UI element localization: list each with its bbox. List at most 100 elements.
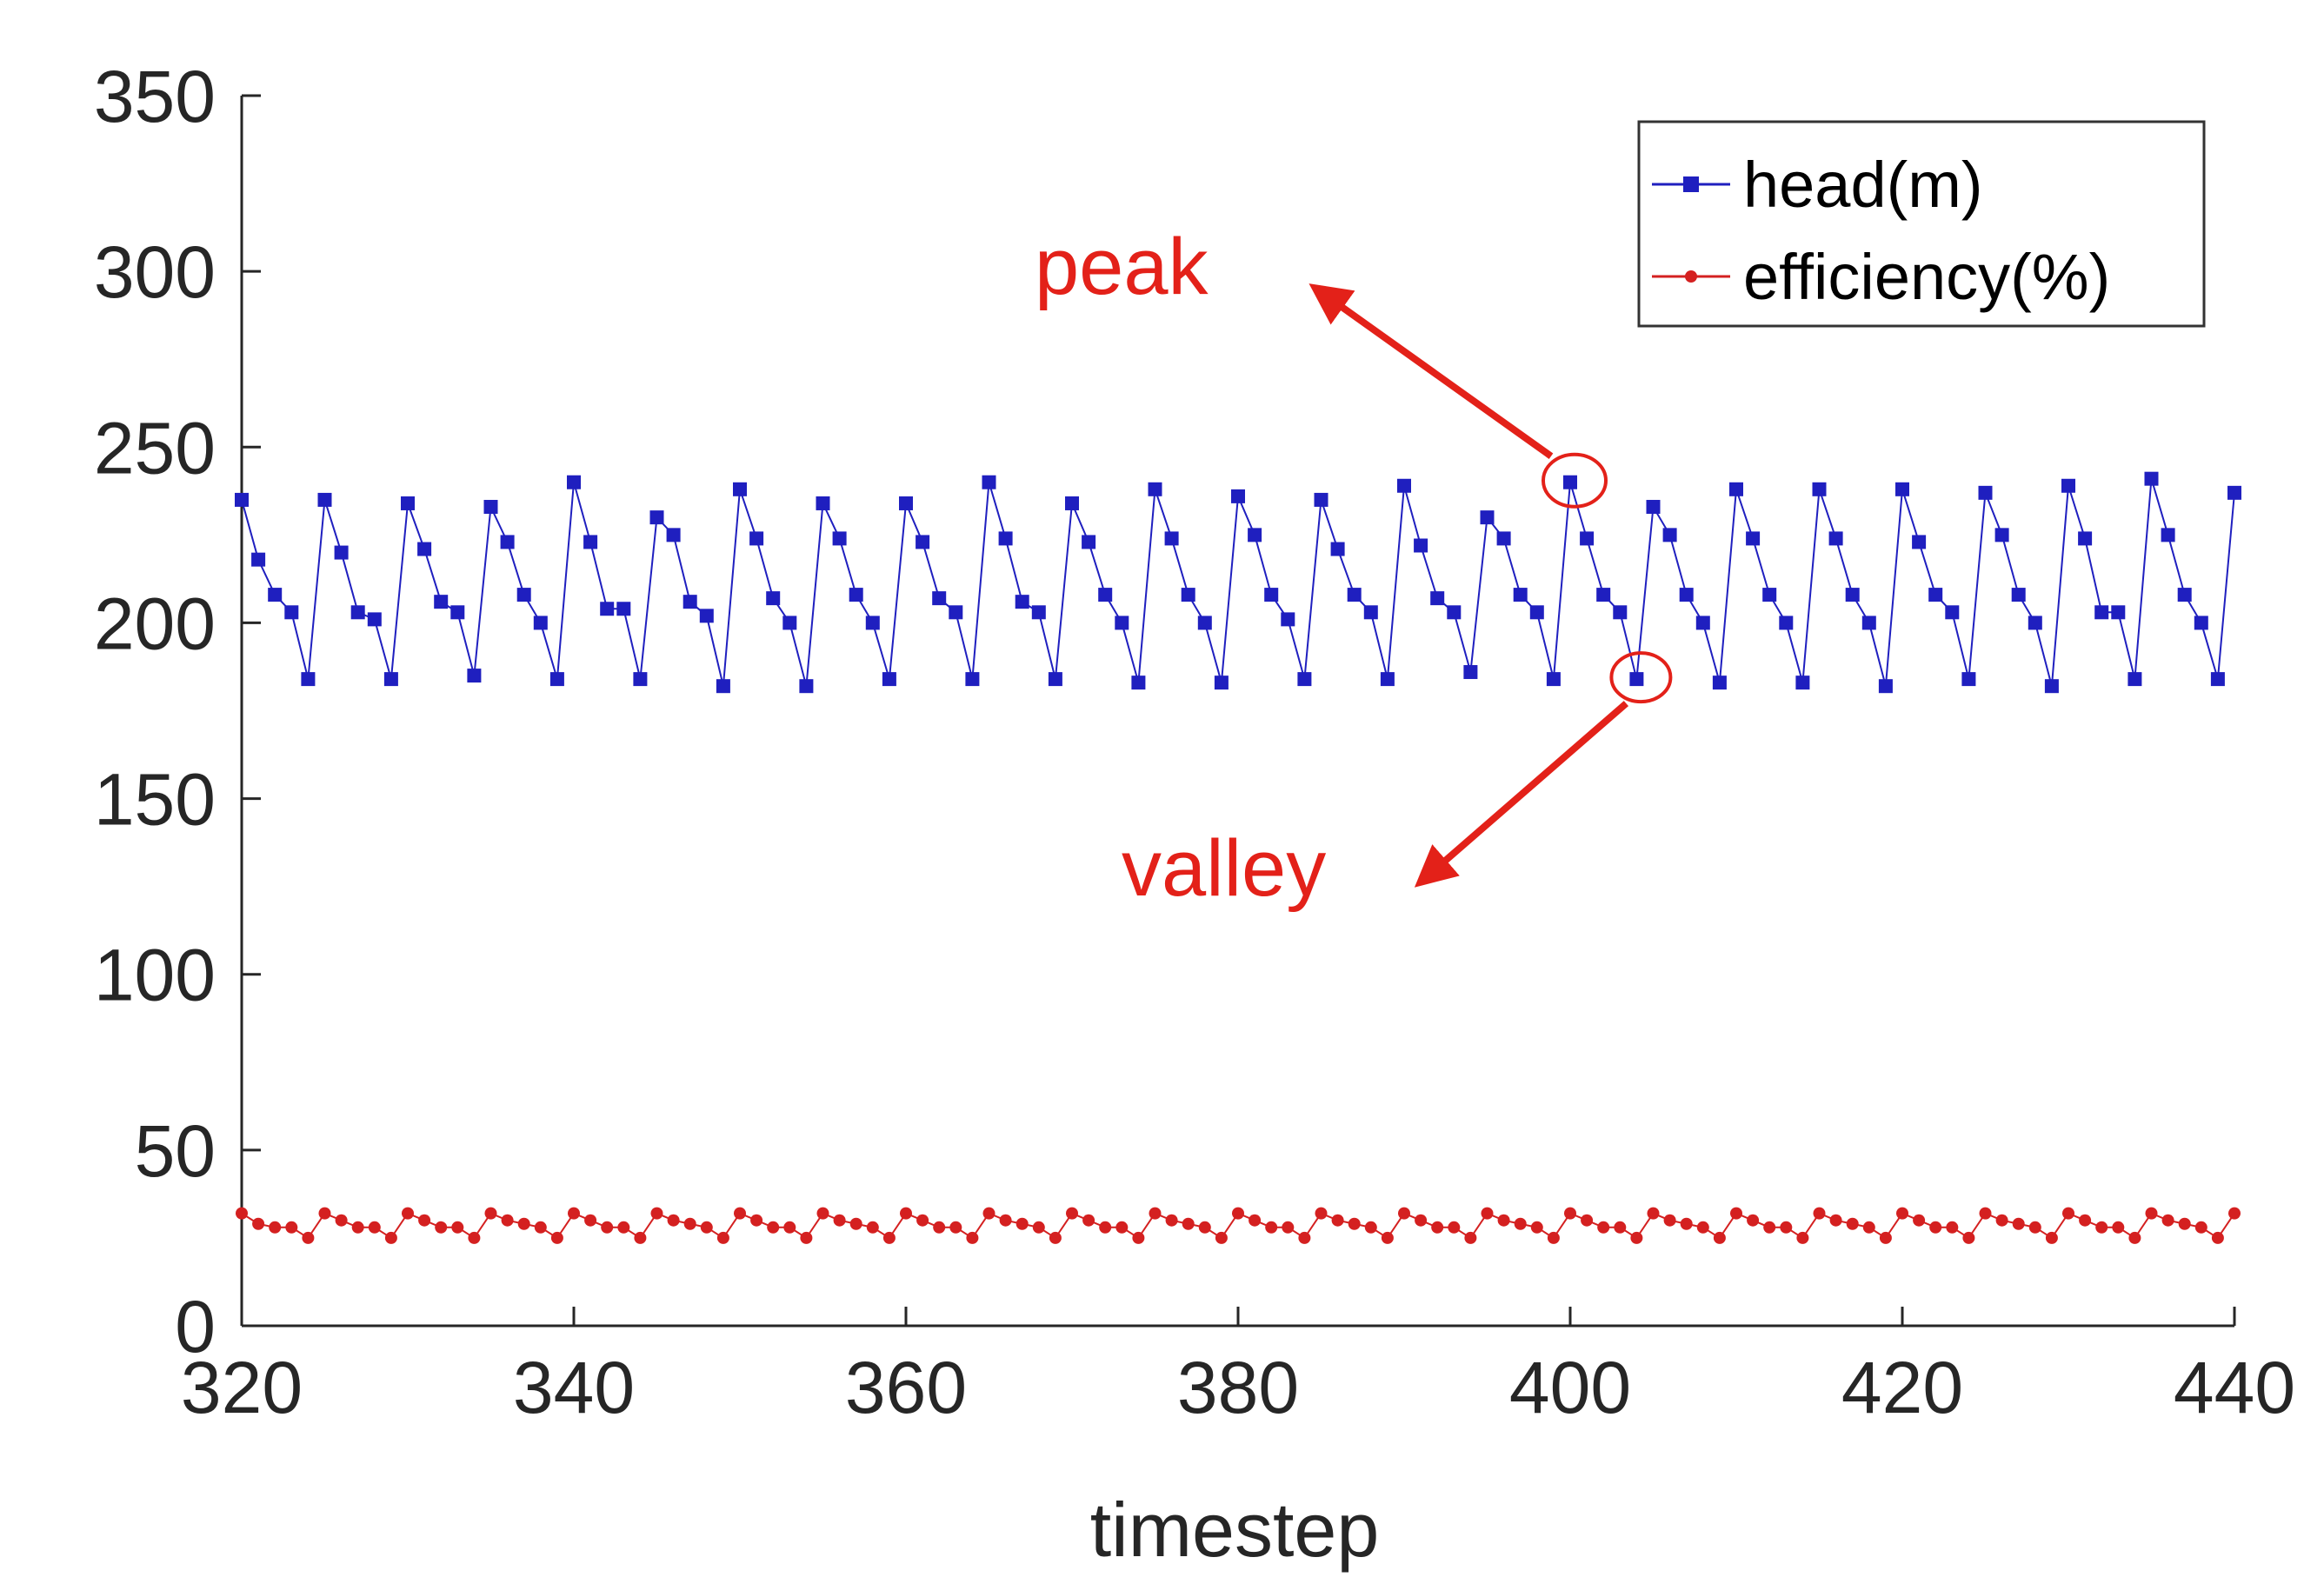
- efficiency-point: [750, 1214, 763, 1227]
- efficiency-point: [584, 1214, 597, 1227]
- efficiency-point: [236, 1207, 248, 1220]
- efficiency-point: [1713, 1231, 1726, 1244]
- efficiency-point: [1995, 1214, 2008, 1227]
- head-point: [2128, 672, 2142, 687]
- efficiency-point: [468, 1231, 481, 1244]
- head-point: [1928, 588, 1943, 602]
- head-point: [1496, 531, 1511, 546]
- head-point: [2111, 605, 2126, 620]
- efficiency-point: [550, 1231, 563, 1244]
- efficiency-point: [2028, 1221, 2041, 1234]
- head-point: [1795, 676, 1810, 690]
- efficiency-point: [999, 1214, 1012, 1227]
- head-point: [268, 588, 283, 602]
- x-tick-label: 320: [181, 1347, 303, 1428]
- head-point: [1363, 605, 1378, 620]
- efficiency-point: [1696, 1221, 1709, 1234]
- efficiency-point: [517, 1217, 530, 1230]
- head-point: [2227, 485, 2241, 500]
- efficiency-point: [1747, 1214, 1760, 1227]
- efficiency-point: [634, 1231, 647, 1244]
- valley-label: valley: [1122, 824, 1326, 913]
- efficiency-point: [617, 1221, 630, 1234]
- head-point: [1812, 482, 1827, 496]
- efficiency-point: [335, 1214, 348, 1227]
- efficiency-point: [1663, 1214, 1676, 1227]
- efficiency-point: [501, 1214, 514, 1227]
- efficiency-point: [849, 1217, 862, 1230]
- head-point: [1746, 531, 1761, 546]
- efficiency-point: [1530, 1221, 1543, 1234]
- head-point: [1546, 672, 1561, 687]
- efficiency-point: [484, 1207, 497, 1220]
- efficiency-point: [1198, 1221, 1211, 1234]
- efficiency-point: [650, 1207, 663, 1220]
- y-tick-label: 50: [135, 1110, 216, 1192]
- head-point: [1048, 672, 1062, 687]
- efficiency-point: [2161, 1214, 2174, 1227]
- efficiency-point: [1398, 1207, 1410, 1220]
- head-point: [2094, 605, 2109, 620]
- head-point: [1912, 535, 1927, 549]
- efficiency-point: [318, 1207, 331, 1220]
- efficiency-point: [269, 1221, 282, 1234]
- efficiency-point: [252, 1217, 265, 1230]
- efficiency-point: [1896, 1207, 1908, 1220]
- efficiency-point: [900, 1207, 912, 1220]
- efficiency-point: [1813, 1207, 1826, 1220]
- efficiency-point: [1614, 1221, 1627, 1234]
- head-point: [1480, 510, 1495, 525]
- head-point: [251, 552, 266, 567]
- efficiency-point: [1182, 1217, 1195, 1230]
- head-point: [1596, 588, 1611, 602]
- head-point: [500, 535, 515, 549]
- efficiency-point: [1099, 1221, 1112, 1234]
- efficiency-point: [982, 1207, 996, 1220]
- peak-arrow: [1308, 283, 1554, 459]
- head-point: [1613, 605, 1628, 620]
- head-point: [849, 588, 863, 602]
- legend-efficiency-label: efficiency(%): [1743, 241, 2110, 313]
- head-point: [865, 616, 880, 630]
- x-tick-label: 400: [1509, 1347, 1631, 1428]
- efficiency-point: [418, 1214, 431, 1227]
- head-point: [350, 605, 365, 620]
- efficiency-point: [716, 1231, 729, 1244]
- efficiency-point: [966, 1231, 979, 1244]
- head-point: [401, 496, 415, 510]
- head-point: [1015, 595, 1029, 609]
- head-point: [1380, 672, 1395, 687]
- x-tick-label: 380: [1177, 1347, 1299, 1428]
- y-tick-label: 250: [94, 407, 216, 489]
- efficiency-point: [933, 1221, 946, 1234]
- legend-box: [1637, 120, 2206, 328]
- head-point: [799, 679, 814, 694]
- head-point: [1662, 528, 1677, 542]
- head-point: [1629, 672, 1644, 687]
- head-point: [882, 672, 896, 687]
- head-point: [1430, 591, 1445, 606]
- efficiency-point: [683, 1217, 696, 1230]
- head-point: [1513, 588, 1528, 602]
- efficiency-point: [534, 1221, 547, 1234]
- y-tick-label: 200: [94, 582, 216, 664]
- head-point: [284, 605, 299, 620]
- efficiency-point: [783, 1221, 796, 1234]
- head-point: [1148, 482, 1162, 496]
- head-point: [716, 679, 730, 694]
- y-tick-label: 0: [175, 1286, 216, 1368]
- efficiency-point: [1597, 1221, 1610, 1234]
- head-point: [367, 612, 382, 627]
- head-point: [982, 475, 996, 489]
- efficiency-point: [667, 1214, 680, 1227]
- efficiency-point: [2112, 1221, 2125, 1234]
- efficiency-point: [1315, 1207, 1328, 1220]
- head-point: [683, 595, 697, 609]
- head-point: [816, 496, 830, 510]
- annotations: peak valley: [1035, 223, 1673, 913]
- efficiency-point: [1979, 1207, 1992, 1220]
- head-point: [733, 482, 747, 496]
- efficiency-point: [1348, 1217, 1361, 1230]
- head-point: [1231, 489, 1245, 503]
- head-point: [2194, 616, 2208, 630]
